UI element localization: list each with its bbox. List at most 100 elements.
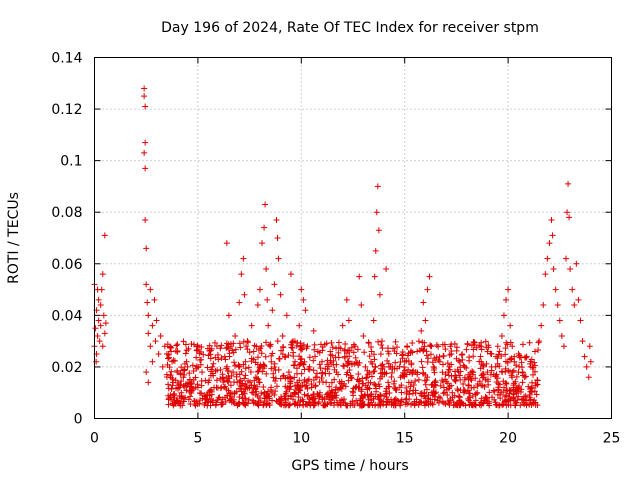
data-point-dense [442,346,449,353]
data-point-dense [447,397,454,404]
data-point-dense [411,402,418,409]
data-point-dense [180,398,187,405]
data-point [564,209,571,216]
data-point-dense [418,358,425,365]
data-point-dense [165,385,172,392]
data-point-dense [263,370,270,377]
data-point [142,165,149,172]
data-point-dense [409,390,416,397]
data-point-dense [346,347,353,354]
data-point-dense [170,402,177,409]
data-point-dense [385,350,392,357]
data-point-dense [468,377,475,384]
data-point-dense [265,388,272,395]
data-point [583,363,590,370]
data-point-dense [488,363,495,370]
data-point-dense [504,398,511,405]
data-point-dense [354,376,361,383]
data-point-dense [263,339,270,346]
data-point-dense [529,371,536,378]
data-point-dense [331,366,338,373]
data-point-dense [409,340,416,347]
data-point-dense [402,399,409,406]
data-point [424,286,431,293]
data-point [563,255,570,262]
data-point-dense [350,349,357,356]
data-point-dense [446,351,453,358]
data-point-dense [354,359,361,366]
data-point-dense [443,378,450,385]
data-point-dense [385,348,392,355]
data-point-dense [422,395,429,402]
data-point-dense [412,387,419,394]
data-point [494,343,501,350]
data-point-dense [399,352,406,359]
data-point-dense [181,360,188,367]
data-point-dense [308,394,315,401]
data-point-dense [245,364,252,371]
data-point [374,183,381,190]
data-point-dense [301,391,308,398]
data-point [544,255,551,262]
data-point [298,286,305,293]
data-point-dense [451,376,458,383]
data-point [542,271,549,278]
data-point-dense [349,388,356,395]
data-point-dense [289,344,296,351]
data-point [248,322,255,329]
data-point-dense [174,341,181,348]
data-point-dense [171,357,178,364]
data-point-dense [258,350,265,357]
data-point-dense [491,388,498,395]
data-point-dense [457,368,464,375]
data-point-dense [241,375,248,382]
data-point-dense [460,387,467,394]
data-point-dense [444,360,451,367]
data-point-dense [420,370,427,377]
data-point-dense [352,354,359,361]
data-point-dense [472,397,479,404]
data-point-dense [326,394,333,401]
data-point [92,325,99,332]
data-point-dense [254,393,261,400]
data-point-dense [342,383,349,390]
data-point-dense [370,368,377,375]
data-point-dense [242,372,249,379]
data-point-dense [459,356,466,363]
data-point [94,332,101,339]
data-point-dense [226,375,233,382]
data-point-dense [172,347,179,354]
data-point-dense [169,358,176,365]
data-point-dense [363,374,370,381]
data-point-dense [193,363,200,370]
y-tick-label: 0.1 [60,154,82,170]
data-point-dense [254,354,261,361]
data-point-dense [236,378,243,385]
data-point-dense [227,382,234,389]
data-point [225,312,232,319]
data-point [250,348,257,355]
data-point [371,273,378,280]
data-point-dense [345,377,352,384]
data-point-dense [277,401,284,408]
data-point-dense [310,376,317,383]
data-point-dense [312,353,319,360]
data-point-dense [377,391,384,398]
data-point-dense [519,341,526,348]
data-point-dense [368,399,375,406]
data-point-dense [192,374,199,381]
data-point-dense [377,392,384,399]
data-point-dense [456,402,463,409]
y-tick-label: 0.08 [51,205,82,221]
data-point-dense [323,340,330,347]
data-point-dense [304,393,311,400]
data-point-dense [355,371,362,378]
data-point [96,338,103,345]
data-point [143,245,150,252]
data-point-dense [244,346,251,353]
data-point-dense [252,385,259,392]
data-point [283,312,290,319]
data-point-dense [503,380,510,387]
data-point-dense [365,379,372,386]
